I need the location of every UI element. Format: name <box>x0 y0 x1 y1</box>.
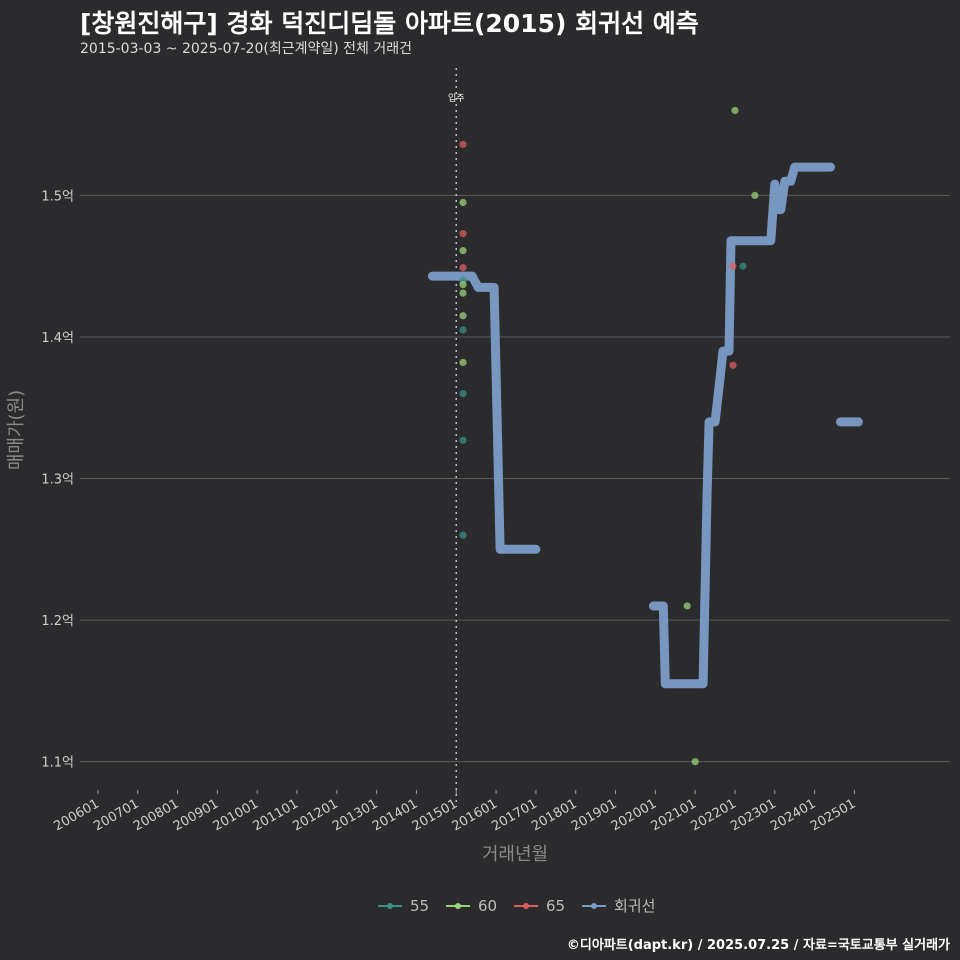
legend-label: 65 <box>546 897 565 915</box>
point-60 <box>459 312 467 320</box>
x-axis-title: 거래년월 <box>482 844 548 865</box>
regression-segment <box>648 162 835 689</box>
point-65 <box>729 361 737 369</box>
point-60 <box>459 289 467 297</box>
y-tick-label: 1.2억 <box>41 614 74 629</box>
y-tick-labels: 1.1억 1.2억 1.3억 1.4억 1.5억 <box>41 189 74 770</box>
point-55 <box>459 531 467 539</box>
legend-label: 회귀선 <box>614 897 655 915</box>
point-60 <box>731 106 739 115</box>
y-tick-label: 1.5억 <box>41 189 74 204</box>
legend: 55 60 65 회귀선 <box>378 897 655 915</box>
regression-segment <box>427 271 541 554</box>
legend-key-dot <box>387 903 393 909</box>
x-tick-labels: 2006012007012008012009012010012011012012… <box>51 790 858 834</box>
point-55 <box>739 262 747 270</box>
footer-credit: ©디아파트(dapt.kr) / 2025.07.25 / 자료=국토교통부 실… <box>566 938 950 953</box>
move-in-label: 입주 <box>448 92 465 104</box>
legend-key-dot <box>523 903 529 909</box>
point-65 <box>729 262 737 270</box>
point-55 <box>459 436 467 444</box>
legend-key-dot <box>455 903 461 909</box>
grid-lines <box>80 194 950 763</box>
legend-label: 55 <box>410 897 429 915</box>
x-tick-label: 202501 <box>808 796 858 834</box>
regression-line <box>427 162 863 689</box>
point-60 <box>751 191 759 200</box>
scatter-points <box>459 106 759 766</box>
point-60 <box>459 281 467 289</box>
chart-title: [창원진해구] 경화 덕진디딤돌 아파트(2015) 회귀선 예측 <box>80 9 699 38</box>
move-in-annotation: 입주 <box>448 68 465 802</box>
point-65 <box>459 264 467 272</box>
legend-key-dot <box>591 903 597 909</box>
point-60 <box>459 247 467 255</box>
y-tick-label: 1.4억 <box>41 331 74 346</box>
y-axis-title: 매매가(원) <box>6 390 27 470</box>
chart-subtitle: 2015-03-03 ~ 2025-07-20(최근계약일) 전체 거래건 <box>80 41 412 57</box>
point-55 <box>459 326 467 334</box>
point-60 <box>683 602 691 610</box>
y-tick-label: 1.3억 <box>41 473 74 488</box>
y-tick-label: 1.1억 <box>41 756 74 771</box>
point-60 <box>459 198 467 207</box>
point-65 <box>459 230 467 238</box>
legend-label: 60 <box>478 897 497 915</box>
point-60 <box>691 758 699 766</box>
point-55 <box>459 390 467 398</box>
point-60 <box>459 358 467 367</box>
point-65 <box>459 140 467 149</box>
